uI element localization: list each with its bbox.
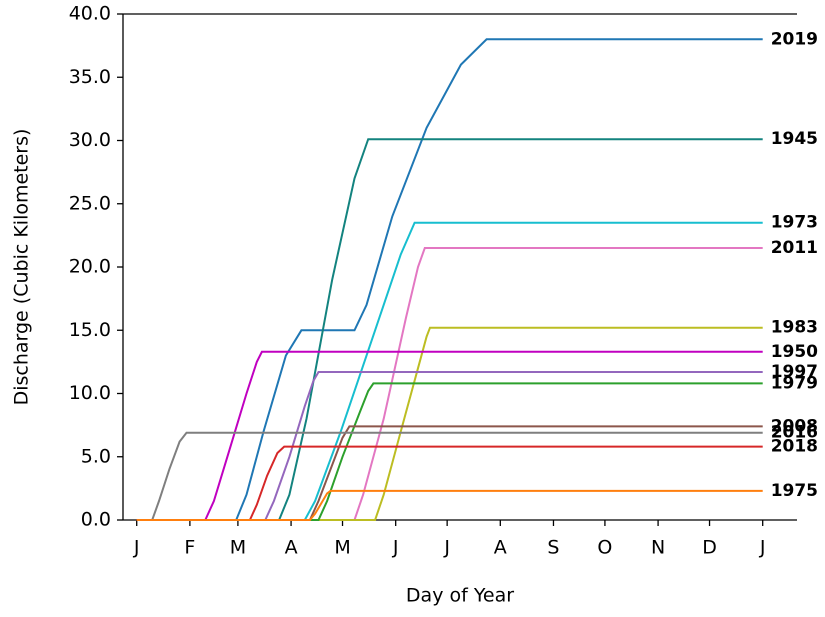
- series-label: 1983: [771, 318, 818, 338]
- x-tick-label: J: [443, 537, 450, 559]
- series-line: [136, 489, 763, 521]
- x-axis-label: Day of Year: [406, 585, 514, 607]
- series-label: 1975: [771, 481, 818, 501]
- y-tick-label: 15.0: [69, 319, 111, 341]
- y-tick-label: 5.0: [81, 445, 111, 467]
- y-tick-label: 0.0: [81, 509, 111, 531]
- series-label: 1945: [771, 129, 818, 149]
- series-line: [136, 138, 763, 521]
- y-tick-label: 10.0: [69, 382, 111, 404]
- y-tick-label: 30.0: [69, 129, 111, 151]
- series-label: 2011: [771, 238, 818, 258]
- y-tick-label: 25.0: [69, 192, 111, 214]
- series-line: [136, 247, 763, 521]
- series-label: 2008: [771, 416, 818, 436]
- series-line: [136, 38, 763, 521]
- series-line: [136, 371, 763, 521]
- y-tick-label: 20.0: [69, 256, 111, 278]
- y-axis-label: Discharge (Cubic Kilometers): [11, 129, 33, 406]
- series-line: [136, 221, 763, 521]
- series-label: 2018: [771, 437, 818, 457]
- x-tick-label: A: [285, 537, 298, 559]
- series-label: 1950: [771, 342, 818, 362]
- series-line: [136, 425, 763, 521]
- x-tick-label: A: [494, 537, 507, 559]
- series-label: 1997: [771, 362, 818, 382]
- x-tick-label: M: [334, 537, 350, 559]
- x-tick-label: J: [133, 537, 140, 559]
- series-line: [136, 382, 763, 521]
- series-line: [136, 350, 763, 521]
- x-tick-label: M: [230, 537, 246, 559]
- series-line: [136, 326, 763, 521]
- y-tick-label: 40.0: [69, 3, 111, 25]
- x-tick-label: N: [651, 537, 665, 559]
- series-label: 1973: [771, 213, 818, 233]
- y-tick-label: 35.0: [69, 66, 111, 88]
- x-tick-label: S: [547, 537, 559, 559]
- series-label: 2019: [771, 29, 818, 49]
- series-label: 1979: [771, 373, 818, 393]
- x-tick-label: J: [392, 537, 399, 559]
- series-label: 2016: [771, 423, 818, 443]
- x-tick-label: D: [702, 537, 717, 559]
- x-tick-label: O: [597, 537, 612, 559]
- x-tick-label: F: [184, 537, 195, 559]
- x-tick-label: J: [759, 537, 766, 559]
- series-line: [136, 445, 763, 521]
